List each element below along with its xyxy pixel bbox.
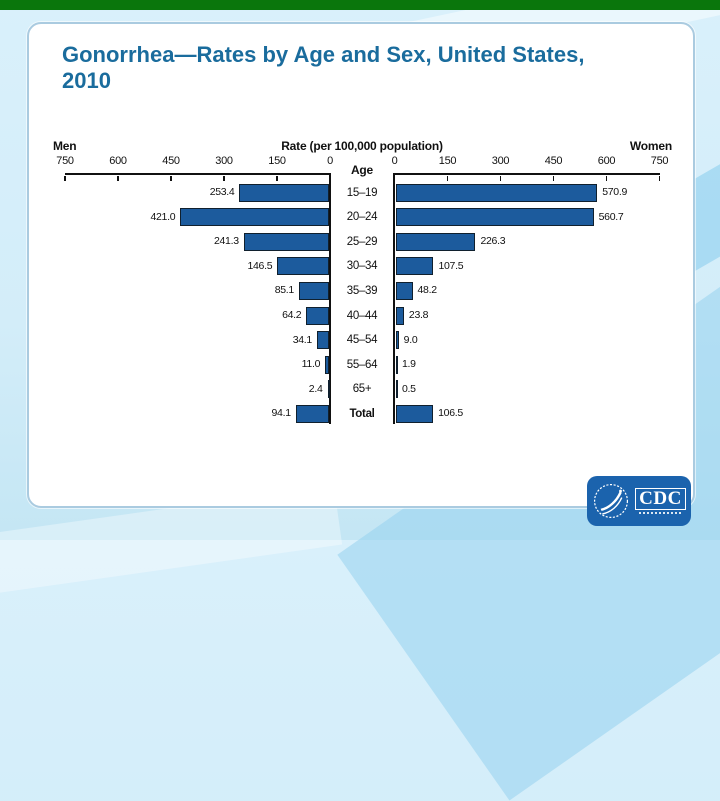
- axis-tick-label: 150: [268, 155, 286, 167]
- axis-tick-label: 450: [544, 155, 563, 167]
- women-bar: [395, 331, 399, 350]
- age-category-label: 65+: [352, 383, 372, 396]
- slide-title-line1: Gonorrhea—Rates by Age and Sex, United S…: [62, 42, 585, 67]
- axis-tick-mark: [64, 176, 66, 181]
- axis-tick-label: 0: [327, 155, 333, 167]
- men-value-label: 146.5: [247, 259, 273, 272]
- women-bar: [395, 380, 398, 399]
- axis-tick-label: 0: [391, 155, 398, 167]
- slide-title-line2: 2010: [62, 68, 111, 93]
- axis-tick-label: 750: [56, 155, 74, 167]
- women-zero-axis: [393, 173, 395, 424]
- top-green-bar: [0, 0, 720, 10]
- cdc-logo-tagline-dots: [639, 512, 682, 514]
- chart-axis-title: Rate (per 100,000 population): [281, 139, 443, 153]
- men-value-label: 241.3: [213, 235, 239, 248]
- axis-tick-label: 300: [491, 155, 510, 167]
- age-category-label: 55–64: [346, 358, 378, 371]
- axis-tick-mark: [552, 176, 555, 181]
- men-bar: [239, 183, 329, 202]
- axis-tick-mark: [223, 176, 225, 181]
- slide-card: [27, 22, 695, 508]
- women-value-label: 570.9: [602, 186, 627, 198]
- cdc-logo: CDC: [587, 476, 691, 526]
- axis-tick-mark: [393, 176, 396, 181]
- axis-tick-mark: [499, 176, 502, 181]
- men-value-label: 421.0: [150, 210, 176, 223]
- axis-tick-label: 300: [215, 155, 233, 167]
- age-category-label: 35–39: [346, 284, 378, 297]
- men-value-label: 11.0: [301, 358, 321, 371]
- men-value-label: 2.4: [308, 382, 323, 395]
- women-value-label: 107.5: [438, 259, 464, 272]
- women-bar: [395, 306, 404, 325]
- age-axis-label: Age: [350, 163, 374, 177]
- women-bar: [395, 257, 434, 276]
- women-bar: [395, 232, 476, 251]
- men-bar: [180, 208, 329, 227]
- axis-tick-mark: [605, 176, 608, 181]
- age-category-label: Total: [349, 407, 375, 420]
- men-value-label: 253.4: [209, 186, 235, 198]
- women-series-label: Women: [629, 139, 672, 153]
- pyramid-chart: Men Rate (per 100,000 population) Women …: [53, 139, 672, 424]
- men-bar: [327, 380, 330, 399]
- women-bar: [395, 404, 434, 423]
- men-axis-line: [65, 173, 330, 175]
- axis-tick-label: 600: [597, 155, 616, 167]
- women-value-label: 0.5: [402, 382, 416, 395]
- men-value-label: 85.1: [274, 284, 295, 297]
- axis-tick-mark: [446, 176, 449, 181]
- age-category-label: 15–19: [346, 186, 378, 199]
- men-series-label: Men: [53, 139, 77, 153]
- axis-tick-label: 600: [109, 155, 127, 167]
- men-bar: [325, 355, 329, 374]
- men-bar: [243, 232, 329, 251]
- women-value-label: 48.2: [417, 284, 438, 297]
- age-category-label: 30–34: [346, 260, 378, 273]
- women-bar: [395, 208, 594, 227]
- men-value-label: 64.2: [282, 309, 302, 321]
- axis-tick-mark: [276, 176, 278, 181]
- age-category-label: 20–24: [346, 211, 378, 224]
- axis-tick-mark: [329, 176, 331, 181]
- women-bar: [395, 183, 598, 202]
- women-axis-line: [394, 173, 660, 175]
- axis-tick-mark: [117, 176, 119, 181]
- men-bar: [298, 281, 329, 300]
- axis-tick-mark: [170, 176, 172, 181]
- women-value-label: 23.8: [408, 309, 429, 321]
- hhs-eagle-icon: [592, 482, 630, 520]
- age-category-label: 40–44: [346, 309, 378, 322]
- men-bar: [277, 257, 329, 276]
- women-value-label: 106.5: [438, 407, 463, 420]
- men-value-label: 94.1: [271, 407, 292, 420]
- women-bar: [395, 355, 398, 374]
- age-category-label: 25–29: [346, 235, 378, 248]
- age-category-label: 45–54: [346, 334, 378, 347]
- men-zero-axis: [329, 173, 331, 424]
- men-bar: [316, 331, 329, 350]
- men-value-label: 34.1: [292, 333, 313, 346]
- axis-tick-mark: [658, 176, 661, 181]
- men-bar: [306, 306, 329, 325]
- men-bar: [295, 404, 329, 423]
- cdc-logo-box: CDC: [635, 488, 686, 514]
- axis-tick-label: 150: [438, 155, 457, 167]
- axis-tick-label: 450: [162, 155, 180, 167]
- slide-title: Gonorrhea—Rates by Age and Sex, United S…: [62, 42, 584, 94]
- women-value-label: 9.0: [403, 333, 418, 346]
- women-value-label: 1.9: [402, 358, 416, 371]
- axis-tick-label: 750: [650, 155, 669, 167]
- women-value-label: 560.7: [598, 210, 624, 223]
- women-bar: [395, 281, 413, 300]
- cdc-logo-text: CDC: [635, 488, 686, 510]
- women-value-label: 226.3: [480, 235, 506, 248]
